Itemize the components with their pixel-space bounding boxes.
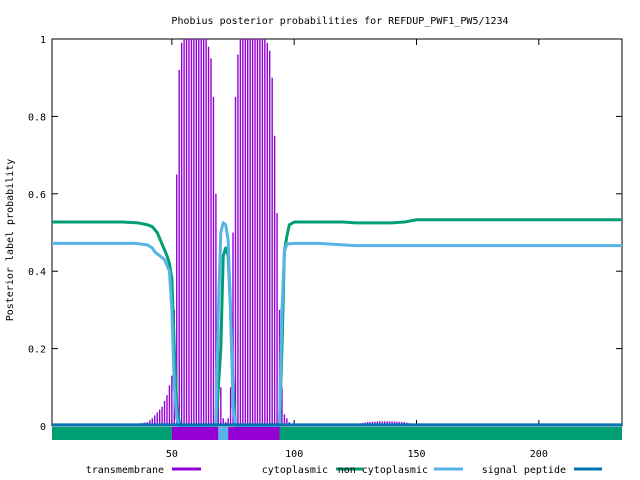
topology-segment: [279, 427, 622, 440]
topology-segment: [218, 427, 229, 440]
legend-label-cytoplasmic: cytoplasmic: [262, 465, 328, 476]
x-tick-label: 50: [166, 449, 178, 460]
plot-frame: [51, 38, 623, 427]
y-tick-label: 0.2: [28, 345, 46, 356]
y-tick-label: 1: [40, 35, 46, 46]
y-tick-label: 0.4: [28, 267, 46, 278]
legend: transmembrane cytoplasmic non cytoplasmic s…: [86, 465, 602, 476]
x-tick-label: 100: [285, 449, 303, 460]
series-line-non-cytoplasmic: [52, 221, 622, 428]
y-tick-label: 0: [40, 422, 46, 433]
y-tick-label: 0.8: [28, 112, 46, 123]
legend-label-transmembrane: transmembrane: [86, 465, 164, 476]
x-tick-label: 150: [407, 449, 425, 460]
topology-segment: [228, 427, 280, 440]
topology-segment: [171, 427, 219, 440]
series-line-cytoplasmic: [52, 218, 622, 428]
topology-segment: [52, 427, 172, 440]
x-tick-label: 200: [530, 449, 548, 460]
y-tick-label: 0.6: [28, 190, 46, 201]
chart-title: Phobius posterior probabilities for REFD…: [171, 16, 508, 27]
legend-label-signal-peptide: signal peptide: [482, 465, 566, 476]
y-axis-label: Posterior label probability: [5, 159, 16, 322]
legend-label-non-cytoplasmic: non cytoplasmic: [338, 465, 428, 476]
